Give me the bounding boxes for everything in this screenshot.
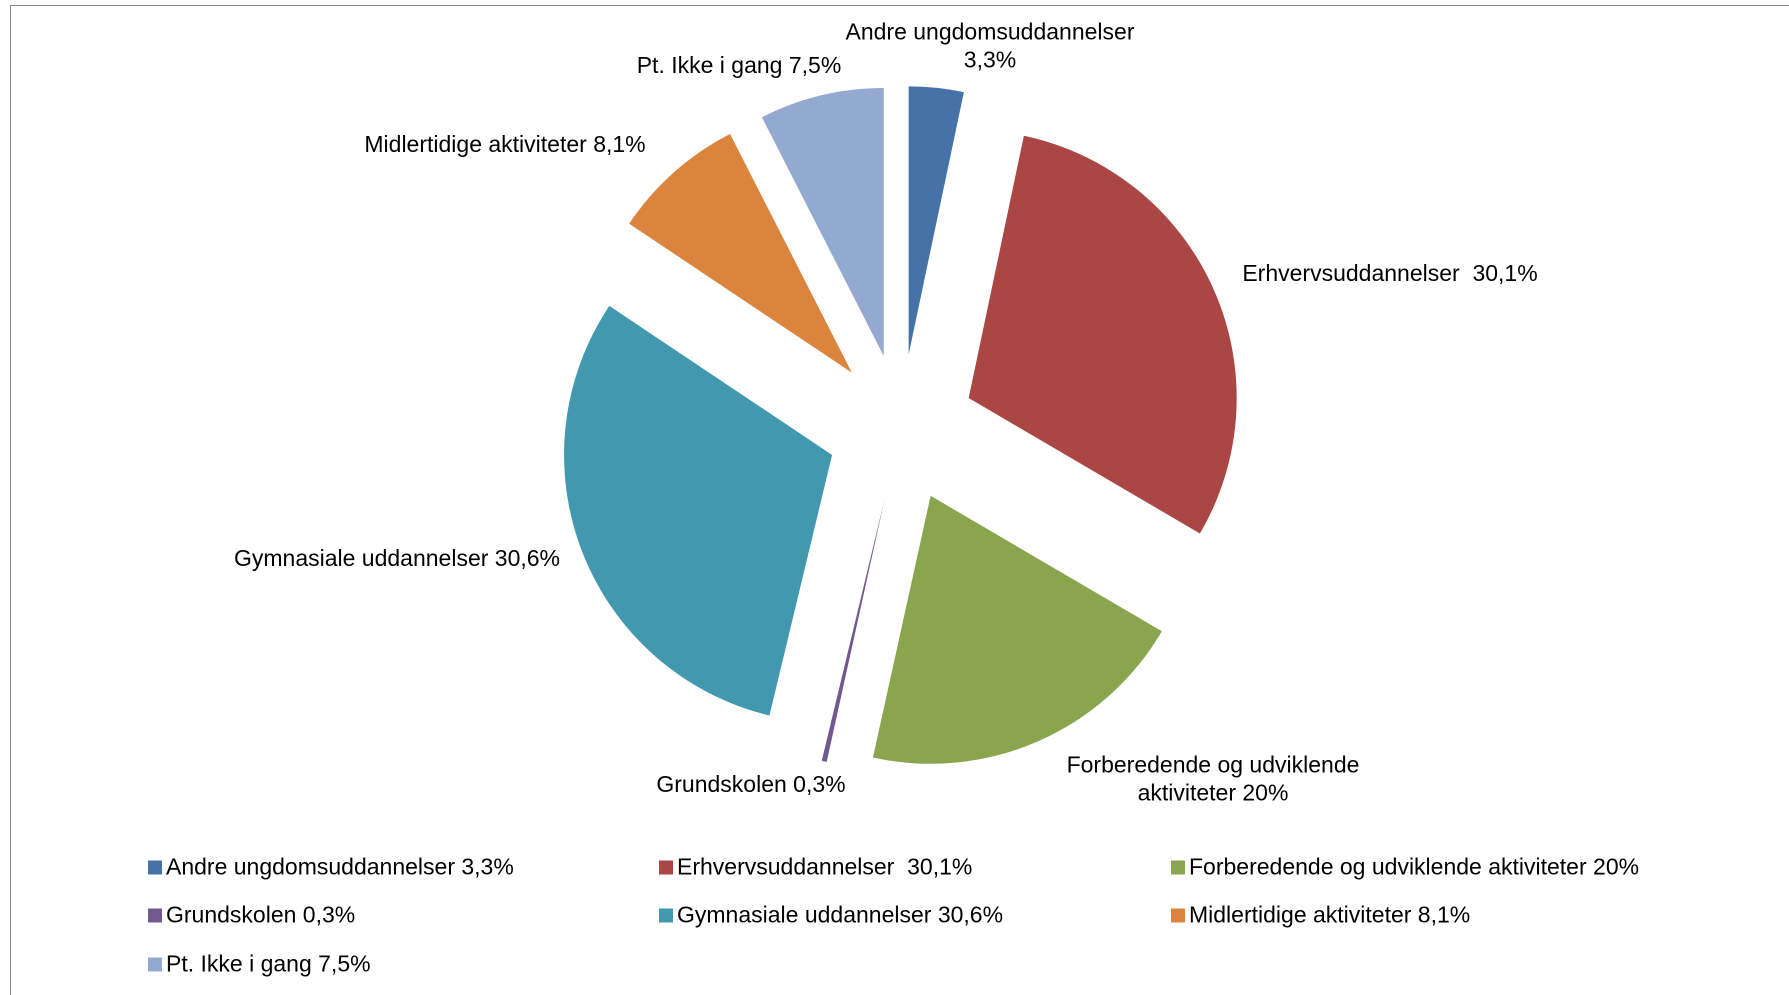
legend-entry: Grundskolen 0,3% <box>148 902 355 929</box>
legend-entry: Andre ungdomsuddannelser 3,3% <box>148 854 514 881</box>
data-label: Pt. Ikke i gang 7,5% <box>636 52 842 79</box>
data-label: Midlertidige aktiviteter 8,1% <box>364 131 646 158</box>
legend-entry: Midlertidige aktiviteter 8,1% <box>1171 902 1470 929</box>
legend-label: Pt. Ikke i gang 7,5% <box>166 950 371 977</box>
pie-slice <box>761 88 884 357</box>
data-label: Erhvervsuddannelser 30,1% <box>1242 260 1538 287</box>
legend-entry: Erhvervsuddannelser 30,1% <box>659 854 972 881</box>
legend-swatch <box>1171 860 1185 874</box>
legend-label: Grundskolen 0,3% <box>166 901 356 928</box>
legend-swatch <box>148 860 162 874</box>
pie-slice <box>872 495 1162 764</box>
data-label: Gymnasiale uddannelser 30,6% <box>233 545 561 572</box>
legend-entry: Pt. Ikke i gang 7,5% <box>148 951 371 978</box>
data-label: Andre ungdomsuddannelser 3,3% <box>845 18 1141 72</box>
data-label: Forberedende og udviklende aktiviteter 2… <box>1066 751 1366 805</box>
pie-slice <box>821 500 885 762</box>
data-label: Grundskolen 0,3% <box>656 771 846 798</box>
legend-label: Erhvervsuddannelser 30,1% <box>677 853 973 880</box>
legend-label: Gymnasiale uddannelser 30,6% <box>677 901 1004 928</box>
legend-label: Andre ungdomsuddannelser 3,3% <box>166 853 514 880</box>
pie-slice <box>908 86 964 355</box>
pie-slice <box>564 305 833 716</box>
legend-swatch <box>148 957 162 971</box>
legend-label: Midlertidige aktiviteter 8,1% <box>1189 901 1471 928</box>
legend-entry: Gymnasiale uddannelser 30,6% <box>659 902 1003 929</box>
legend-entry: Forberedende og udviklende aktiviteter 2… <box>1171 854 1639 881</box>
legend-swatch <box>659 860 673 874</box>
legend-swatch <box>148 908 162 922</box>
legend-swatch <box>659 908 673 922</box>
pie-slice <box>968 135 1237 534</box>
legend-swatch <box>1171 908 1185 922</box>
pie-slice <box>629 133 852 373</box>
legend-label: Forberedende og udviklende aktiviteter 2… <box>1189 853 1640 880</box>
chart-border <box>10 5 1789 995</box>
